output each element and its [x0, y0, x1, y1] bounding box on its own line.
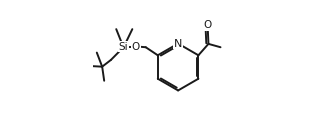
Text: N: N — [174, 39, 182, 49]
Text: O: O — [132, 42, 140, 52]
Text: O: O — [204, 20, 212, 30]
Text: Si: Si — [119, 42, 128, 52]
